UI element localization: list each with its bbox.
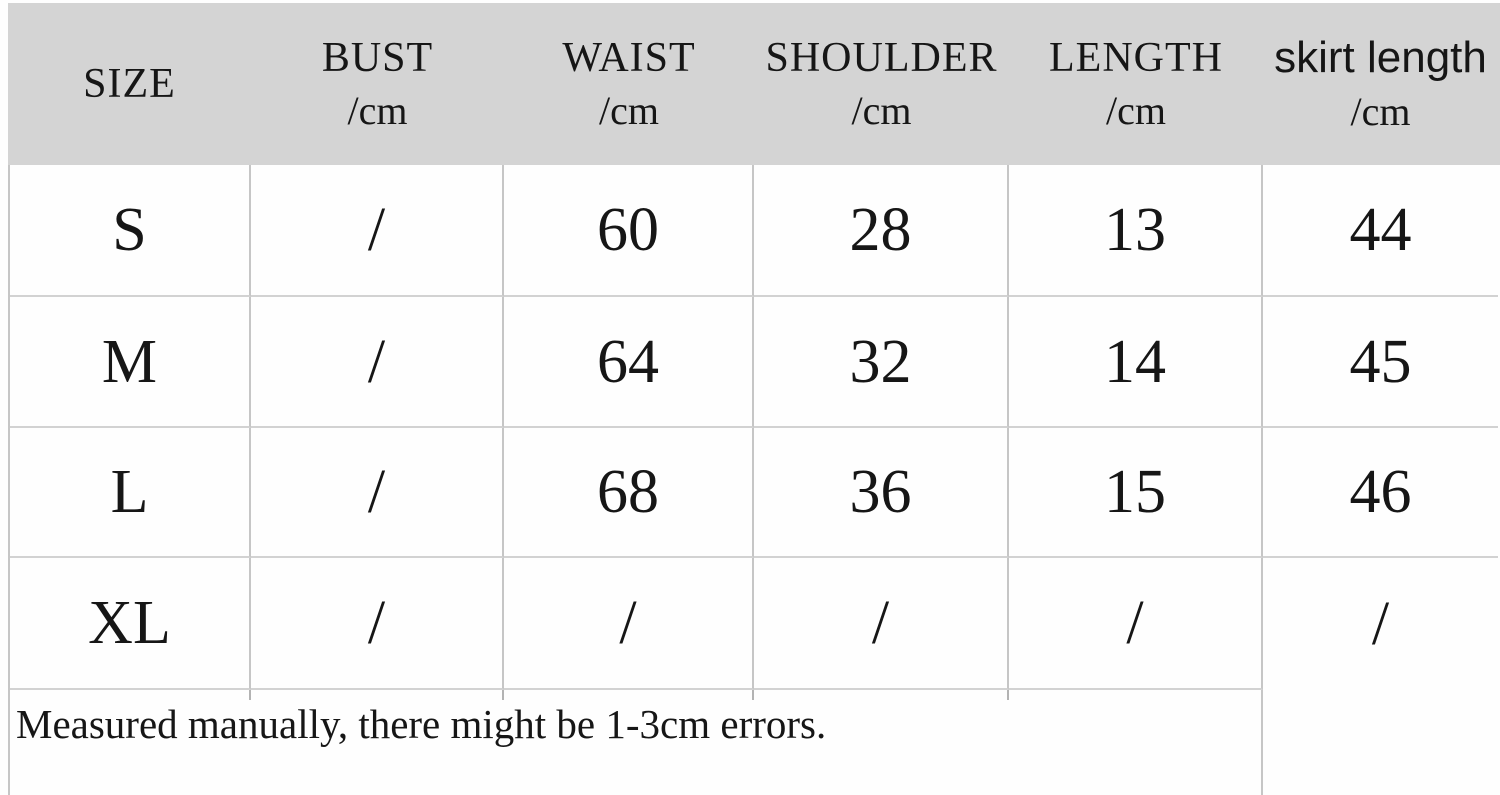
column-label: SHOULDER xyxy=(765,34,998,81)
measurement-note-cell: Measured manually, there might be 1-3cm … xyxy=(10,690,1263,795)
skirt-length-cell: / xyxy=(1263,558,1498,690)
size-cell: S xyxy=(10,165,251,297)
column-label: SIZE xyxy=(83,60,176,107)
length-cell: 14 xyxy=(1009,297,1263,428)
shoulder-cell: 32 xyxy=(754,297,1009,428)
bust-cell: / xyxy=(251,428,504,558)
shoulder-cell: 36 xyxy=(754,428,1009,558)
empty-footer-cell xyxy=(1263,690,1498,795)
header-cell-shoulder: SHOULDER /cm xyxy=(754,3,1009,165)
length-cell: / xyxy=(1009,558,1263,690)
shoulder-cell: 28 xyxy=(754,165,1009,297)
bust-cell: / xyxy=(251,297,504,428)
column-label: BUST xyxy=(321,34,434,81)
column-label: skirt length xyxy=(1274,32,1487,82)
header-cell-length: LENGTH /cm xyxy=(1009,3,1263,165)
table-header-row: SIZE BUST /cm WAIST /cm SHOULDER /cm LEN… xyxy=(8,3,1500,165)
column-unit: /cm xyxy=(1350,89,1411,135)
table-body: S / 60 28 13 44 M / 64 32 14 45 L / 68 3… xyxy=(8,165,1500,795)
grid-line-stub xyxy=(752,690,754,700)
grid-line-stub xyxy=(249,690,251,700)
measurement-note: Measured manually, there might be 1-3cm … xyxy=(16,701,827,747)
column-unit: /cm xyxy=(347,88,408,134)
waist-cell: 64 xyxy=(504,297,754,428)
bust-cell: / xyxy=(251,165,504,297)
grid-line-stub xyxy=(502,690,504,700)
size-cell: XL xyxy=(10,558,251,690)
waist-cell: 68 xyxy=(504,428,754,558)
waist-cell: 60 xyxy=(504,165,754,297)
grid-line-stub xyxy=(1007,690,1009,700)
length-cell: 13 xyxy=(1009,165,1263,297)
skirt-length-cell: 46 xyxy=(1263,428,1498,558)
size-cell: L xyxy=(10,428,251,558)
size-cell: M xyxy=(10,297,251,428)
length-cell: 15 xyxy=(1009,428,1263,558)
column-label: WAIST xyxy=(562,34,696,81)
skirt-length-cell: 44 xyxy=(1263,165,1498,297)
header-cell-skirt-length: skirt length /cm xyxy=(1263,3,1498,165)
header-cell-waist: WAIST /cm xyxy=(504,3,754,165)
shoulder-cell: / xyxy=(754,558,1009,690)
bust-cell: / xyxy=(251,558,504,690)
column-unit: /cm xyxy=(1106,88,1166,134)
header-cell-size: SIZE xyxy=(8,3,251,165)
column-unit: /cm xyxy=(851,88,912,134)
column-label: LENGTH xyxy=(1049,34,1223,81)
header-cell-bust: BUST /cm xyxy=(251,3,504,165)
waist-cell: / xyxy=(504,558,754,690)
skirt-length-cell: 45 xyxy=(1263,297,1498,428)
column-unit: /cm xyxy=(599,88,659,134)
